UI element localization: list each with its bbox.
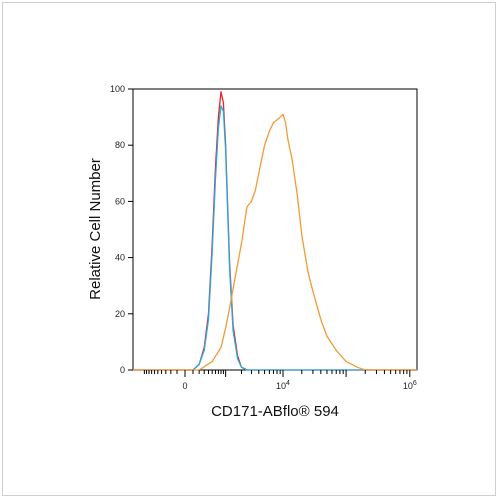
y-axis-title: Relative Cell Number — [87, 158, 104, 300]
series-line-2 — [133, 105, 417, 371]
y-tick-label-100: 100 — [110, 84, 125, 94]
x-tick-label-3: 106 — [403, 380, 417, 391]
y-tick-label-60: 60 — [115, 196, 125, 206]
x-tick-label-2: 104 — [276, 380, 290, 391]
y-tick-label-20: 20 — [115, 309, 125, 319]
y-tick-label-0: 0 — [120, 365, 125, 375]
y-tick-label-40: 40 — [115, 253, 125, 263]
x-axis-title: CD171-ABflo® 594 — [211, 403, 339, 420]
series-line-3 — [133, 113, 417, 371]
x-tick-label-1: 0 — [182, 381, 187, 391]
plot-area — [132, 88, 418, 371]
y-tick-label-80: 80 — [115, 140, 125, 150]
